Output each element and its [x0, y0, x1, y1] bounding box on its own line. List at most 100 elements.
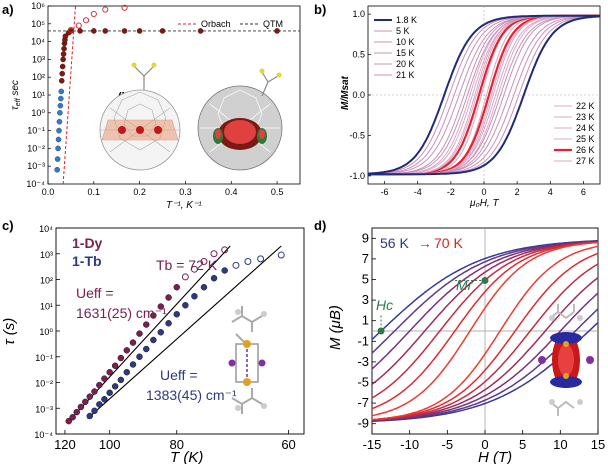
c-data-point	[86, 393, 93, 400]
d-hysteresis-upper	[371, 241, 599, 417]
d-ytick-label: -7	[357, 395, 369, 410]
c-ytick-label: 10²	[40, 276, 53, 286]
panel-b-axes: -6 -4 -2 0 2 4 6 -1.0 -0.5 0.0 0.5 1.0	[349, 6, 600, 197]
dimer-molecule-icon	[228, 306, 267, 414]
annotation-ueff-tb-1: Ueff =	[160, 367, 198, 383]
a-data-point	[159, 28, 166, 34]
panel-a-ylabel: τeff sec	[10, 80, 22, 110]
c-data-point	[165, 294, 172, 301]
b-legend-label: 20 K	[396, 59, 415, 69]
c-data-point	[129, 361, 137, 368]
c-xtick-label: 120	[54, 437, 76, 452]
a-data-point	[56, 118, 63, 125]
panel-c-label: c)	[2, 218, 14, 233]
panel-a: a) 0.0 0.1 0.2 0.3 0.4 0.5 10⁻⁴ 10⁻³ 10⁻² 10⁻¹ 10⁰…	[2, 1, 301, 211]
b-xtick-label: -4	[414, 187, 422, 197]
c-ytick-label: 10⁰	[39, 327, 53, 337]
c-data-point-open	[181, 273, 189, 281]
c-data-point	[65, 417, 72, 425]
a-data-point	[55, 145, 61, 152]
b-legend-label: 26 K	[576, 145, 595, 155]
a-xtick-label: 0.4	[225, 187, 238, 197]
c-data-point-open	[257, 255, 265, 263]
a-data-point	[54, 166, 60, 173]
mr-label: Mr	[456, 277, 474, 293]
b-loop-branch-down	[367, 14, 600, 175]
a-ytick-label: 10⁻³	[27, 161, 45, 171]
panel-b-data	[367, 14, 601, 176]
c-ytick-label: 10³	[40, 250, 53, 260]
c-data-point	[96, 401, 103, 408]
c-data-point	[123, 369, 131, 376]
b-ytick-label: 0.0	[352, 90, 365, 100]
c-ytick-label: 10⁻²	[35, 379, 53, 389]
b-xtick-label: 0	[481, 187, 486, 197]
c-ytick-label: 10⁻¹	[35, 353, 53, 363]
c-data-point	[117, 354, 125, 362]
c-ytick-label: 10⁴	[39, 224, 53, 234]
b-xtick-label: 4	[548, 187, 553, 197]
c-data-point	[136, 330, 143, 337]
panel-b-xlabel: μ₀H, T	[469, 198, 499, 209]
c-xtick-label: 60	[281, 437, 295, 452]
fullerene-cage-icon	[99, 62, 181, 171]
d-xtick-label: 15	[591, 437, 605, 452]
c-data-point	[165, 320, 172, 327]
b-legend-label: 21 K	[396, 70, 415, 80]
c-data-point-open	[210, 250, 218, 258]
d-ytick-label: 7	[362, 251, 369, 266]
panel-b: b) -6 -4 -2 0 2 4 6-1.0-0.50.00.51.0 1.8 K5 K1…	[314, 2, 601, 209]
c-data-point	[129, 339, 137, 346]
c-xtick-label: 100	[99, 437, 121, 452]
series-label-1-dy: 1-Dy	[72, 235, 103, 251]
a-xtick-label: 0.2	[133, 187, 146, 197]
b-legend-label: 27 K	[576, 156, 595, 166]
c-data-point	[96, 381, 103, 389]
b-ytick-label: 0.5	[352, 50, 365, 60]
a-data-point	[82, 17, 90, 24]
panel-a-ylabel-main: τ	[10, 105, 21, 110]
d-hysteresis-lower	[371, 263, 599, 421]
a-data-point	[67, 26, 74, 34]
temp-legend-from: 56 K	[380, 235, 409, 251]
d-hysteresis-upper	[371, 239, 599, 341]
c-data-point-open	[221, 246, 229, 254]
d-ytick-label: 3	[362, 292, 369, 307]
c-data-point	[200, 284, 208, 291]
c-fit-line	[87, 245, 282, 419]
d-ytick-label: -3	[357, 354, 369, 369]
a-data-point	[58, 95, 64, 102]
a-data-point	[102, 28, 109, 34]
c-data-point	[69, 414, 76, 421]
a-data-point	[58, 77, 65, 84]
a-ytick-label: 10⁻⁴	[26, 179, 45, 189]
b-xtick-label: 2	[515, 187, 520, 197]
a-data-point	[121, 28, 128, 34]
a-xtick-label: 0.3	[179, 187, 192, 197]
c-data-point	[77, 403, 85, 411]
b-legend-label: 15 K	[396, 48, 415, 58]
d-xtick-label: 10	[553, 437, 567, 452]
c-xtick-label: 80	[170, 437, 184, 452]
c-data-point	[123, 347, 131, 354]
a-data-point	[59, 70, 66, 77]
c-data-point-open	[244, 257, 252, 265]
c-data-point	[143, 321, 150, 328]
b-loop-branch-up	[368, 15, 601, 176]
panel-d: d) -15 -10 -5 0 5 10 15 -9 -7 -5 -3 -1 1 3 5 7 9 H (T) M…	[314, 218, 605, 464]
panel-d-axes: -15 -10 -5 0 5 10 15 -9 -7 -5 -3 -1 1 3 5 7 9	[357, 228, 605, 452]
d-xtick-label: -10	[400, 437, 419, 452]
a-data-point	[56, 127, 62, 134]
b-legend-label: 25 K	[576, 134, 595, 144]
a-data-point	[61, 45, 67, 52]
hc-marker	[377, 327, 385, 335]
annotation-tb: Tb = 72 K	[156, 257, 218, 273]
c-data-point	[150, 336, 157, 344]
legend-qtm-label: QTM	[263, 19, 283, 29]
legend-orbach-label: Orbach	[201, 19, 231, 29]
c-data-point	[143, 345, 150, 353]
d-ytick-label: 9	[362, 230, 369, 245]
panel-d-label: d)	[314, 218, 326, 233]
a-xtick-label: 0.1	[88, 187, 101, 197]
